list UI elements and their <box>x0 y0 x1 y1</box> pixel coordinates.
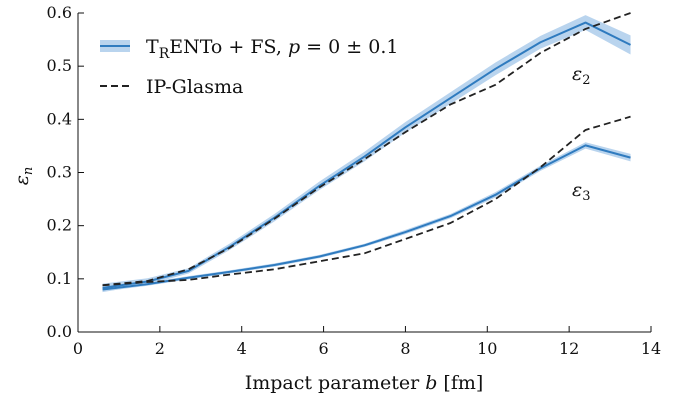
legend-label-ipglasma: IP-Glasma <box>146 76 243 98</box>
annotation-eps3: ε3 <box>572 179 590 204</box>
band-1 <box>102 142 631 292</box>
series-lines <box>102 12 631 291</box>
y-tick-label: 0.0 <box>47 322 72 341</box>
x-tick-label: 12 <box>559 339 579 358</box>
x-tick-label: 0 <box>73 339 83 358</box>
legend-label-trento: TRENTo + FS, p = 0 ± 0.1 <box>146 36 398 62</box>
y-tick-label: 0.5 <box>47 56 72 75</box>
x-tick-label: 4 <box>237 339 247 358</box>
y-axis-label: εn <box>11 167 36 186</box>
x-tick-label: 14 <box>641 339 661 358</box>
series-line-0 <box>102 21 631 289</box>
x-tick-label: 10 <box>477 339 497 358</box>
y-tick-label: 0.2 <box>47 216 72 235</box>
legend: TRENTo + FS, p = 0 ± 0.1 IP-Glasma <box>100 36 398 98</box>
x-axis-label: Impact parameter b [fm] <box>245 372 484 394</box>
series-line-3 <box>102 115 631 287</box>
band-0 <box>102 15 631 293</box>
y-tick-label: 0.4 <box>47 109 72 128</box>
y-ticks: 0.0 0.1 0.2 0.3 0.4 0.5 0.6 <box>47 3 84 341</box>
y-tick-label: 0.6 <box>47 3 72 22</box>
x-tick-label: 6 <box>318 339 328 358</box>
annotation-eps2: ε2 <box>572 63 590 88</box>
series-line-1 <box>102 144 631 291</box>
y-tick-label: 0.3 <box>47 163 72 182</box>
x-ticks: 0 2 4 6 8 10 12 14 <box>73 326 661 358</box>
error-bands <box>102 15 631 293</box>
series-line-2 <box>102 12 631 287</box>
y-tick-label: 0.1 <box>47 269 72 288</box>
x-tick-label: 8 <box>400 339 410 358</box>
x-tick-label: 2 <box>155 339 165 358</box>
